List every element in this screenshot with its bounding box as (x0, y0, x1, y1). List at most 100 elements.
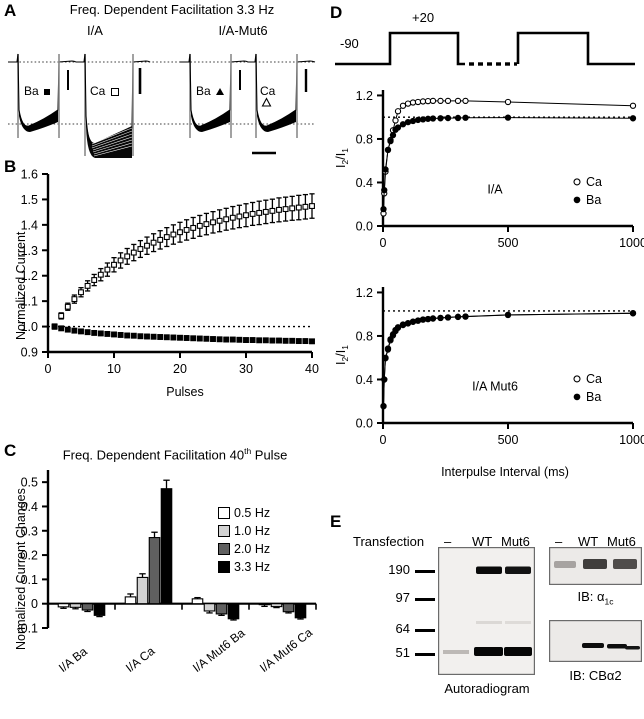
svg-text:1.2: 1.2 (356, 286, 373, 300)
panel-b-label: B (4, 157, 17, 176)
d-legend-label: Ba (586, 390, 601, 404)
panel-e-mw-97: 97 (395, 590, 410, 605)
panel-e-lane-right-1: WT (578, 534, 599, 549)
mw-dash-icon-97 (415, 598, 435, 601)
svg-text:0.2: 0.2 (21, 549, 38, 563)
ion-label: Ca (90, 84, 106, 98)
bar-i-a-mut6-ba-20Hz (215, 603, 228, 617)
ib-a1c-sub: 1c (604, 596, 614, 607)
bar-i-a-ca-33Hz (160, 479, 173, 605)
svg-text:1.6: 1.6 (21, 168, 38, 182)
svg-text:0: 0 (380, 433, 387, 447)
ib-a1c-text: IB: α (577, 589, 605, 604)
panel-e-lane-right-0: – (555, 534, 563, 549)
open-triangle-icon (261, 97, 272, 107)
svg-text:0.0: 0.0 (356, 220, 373, 234)
panel-e-mw-64: 64 (395, 621, 410, 636)
d-ylabel: I2/I1 (334, 345, 350, 365)
svg-text:1.5: 1.5 (21, 193, 38, 207)
panel-d-test-potential: +20 (412, 10, 435, 25)
legend-item-20Hz: 2.0 Hz (218, 541, 270, 557)
svg-text:1.1: 1.1 (21, 295, 38, 309)
svg-text:30: 30 (239, 362, 253, 376)
svg-text:0.5: 0.5 (21, 476, 38, 490)
filled-circle-icon (573, 196, 581, 204)
legend-label: 3.3 Hz (234, 560, 271, 574)
panel-b-xlabel: Pulses (166, 385, 204, 399)
panel-e-ib-cba2-blot (549, 620, 643, 662)
panel-e-mw-51: 51 (395, 645, 410, 660)
panel-c-ylabel: Normalized Current Changes (14, 488, 28, 650)
legend-item-05Hz: 0.5 Hz (218, 505, 270, 521)
legend-label: 2.0 Hz (234, 542, 271, 556)
bar-i-a-mut6-ba-05Hz (191, 596, 204, 605)
svg-text:0.4: 0.4 (356, 176, 373, 190)
filled-circle-icon (573, 393, 581, 401)
bar-i-a-ca-20Hz (148, 531, 161, 605)
legend-label: 0.5 Hz (234, 506, 271, 520)
panel-c-chart: -0.1 0 0.1 0.2 0.3 0.4 0.5 (0, 460, 325, 660)
legend-swatch-icon (218, 525, 230, 537)
panel-b-ylabel: Normalized Current (14, 231, 28, 340)
panel-a-ca-label-2: Ca (260, 84, 275, 107)
panel-a-group-left: I/A (87, 23, 103, 38)
panel-b-chart: 0.9 1.0 1.1 1.2 1.3 1.4 1.5 1.6 0 10 20 30 40 (0, 160, 320, 390)
panel-d-xlabel: Interpulse Interval (ms) (441, 465, 569, 479)
svg-text:0.9: 0.9 (21, 346, 38, 360)
trace-ia-ba (8, 53, 77, 138)
bar-i-a-mut6-ca-20Hz (282, 603, 295, 614)
panel-a-ba-label-2: Ba (196, 84, 225, 98)
svg-text:0: 0 (380, 236, 387, 250)
panel-a-ba-label-1: Ba (24, 84, 51, 98)
mw-dash-icon-64 (415, 629, 435, 632)
bar-i-a-mut6-ca-05Hz (258, 603, 271, 608)
d-legend-label: Ca (586, 372, 602, 386)
ion-label: Ba (24, 84, 39, 98)
panel-d-voltage-protocol (330, 16, 640, 74)
bar-i-a-ba-10Hz (69, 603, 82, 610)
svg-text:0: 0 (31, 597, 38, 611)
svg-text:0.8: 0.8 (356, 329, 373, 343)
bar-i-a-ba-05Hz (57, 603, 70, 609)
panel-e-caption-right-bottom: IB: CBα2 (569, 668, 622, 683)
panel-d-holding-potential: -90 (340, 36, 359, 51)
panel-e-lane-left-2: Mut6 (501, 534, 530, 549)
d-legend-label: Ca (586, 175, 602, 189)
panel-a-title: Freq. Dependent Facilitation 3.3 Hz (69, 2, 275, 17)
svg-text:-0.1: -0.1 (16, 622, 38, 636)
series-ba (380, 310, 637, 410)
bar-i-a-ca-05Hz (124, 593, 137, 605)
bar-i-a-ba-20Hz (81, 603, 94, 613)
panel-e-lane-right-2: Mut6 (607, 534, 636, 549)
d-condition-label: I/A Mut6 (472, 379, 518, 393)
trace-ia-ca (76, 53, 151, 158)
trace-mut6-ba (180, 53, 249, 138)
panel-c-title-tail: Pulse (251, 447, 288, 463)
svg-text:1.4: 1.4 (21, 218, 38, 232)
bar-i-a-mut6-ca-33Hz (294, 603, 307, 620)
legend-swatch-icon (218, 561, 230, 573)
panel-e-row-label: Transfection (353, 534, 425, 549)
panel-e-mw-190: 190 (388, 562, 410, 577)
bar-i-a-ba-33Hz (93, 603, 106, 618)
series-i-a-ca (51, 193, 315, 330)
open-square-icon (110, 87, 119, 96)
panel-c-title-main: Freq. Dependent Facilitation 40 (62, 447, 245, 463)
svg-text:10: 10 (107, 362, 121, 376)
panel-d-lower-chart: 0.0 0.4 0.8 1.2 0 500 1000 I2/I1 I/A Mut6 Ca Ba (325, 275, 644, 465)
legend-label: 1.0 Hz (234, 524, 271, 538)
panel-e-autoradiogram-blot (438, 547, 536, 676)
legend-item-33Hz: 3.3 Hz (218, 559, 270, 575)
series-ba (380, 114, 637, 213)
ion-label: Ca (260, 84, 276, 98)
panel-c-xtick-labels: I/A Ba I/A Ca I/A Mut6 Ba I/A Mut6 Ca (0, 625, 325, 718)
mw-dash-icon-51 (415, 653, 435, 656)
legend-swatch-icon (218, 543, 230, 555)
panel-d-upper-chart: 0.0 0.4 0.8 1.2 0 500 1000 I2/I1 I/A Ca Ba (325, 78, 644, 268)
svg-text:0.4: 0.4 (21, 500, 38, 514)
svg-text:1.3: 1.3 (21, 244, 38, 258)
svg-text:500: 500 (498, 236, 519, 250)
mw-dash-icon-190 (415, 570, 435, 573)
panel-a-label: A (4, 1, 17, 20)
bar-i-a-mut6-ba-10Hz (203, 603, 216, 614)
